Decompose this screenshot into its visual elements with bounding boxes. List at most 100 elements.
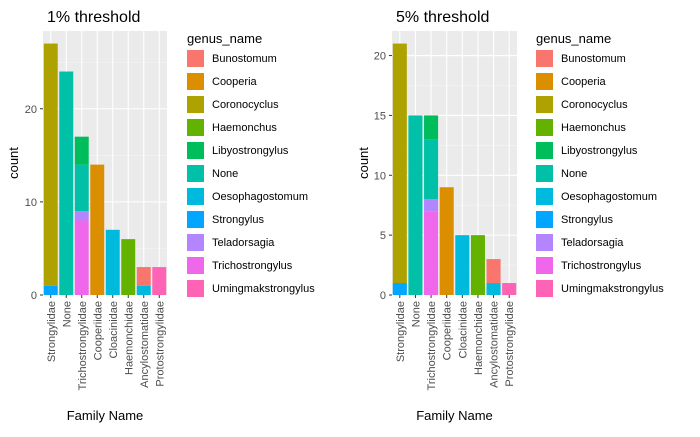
y-tick-label: 10: [374, 170, 386, 182]
x-tick-label: Strongylidae: [395, 301, 407, 362]
bar-trichostrongylidae-teladorsagia: [424, 199, 439, 212]
legend-label-oesophagostomum: Oesophagostomum: [561, 191, 657, 203]
legend-label-coronocyclus: Coronocyclus: [561, 99, 628, 111]
bar-ancylostomatidae-oesophagostomum: [136, 285, 151, 295]
legend-label-umingmakstrongylus: Umingmakstrongylus: [561, 283, 664, 295]
bar-trichostrongylidae-none: [74, 164, 89, 212]
legend-label-bunostomum: Bunostomum: [212, 53, 277, 65]
legend-key-teladorsagia: [187, 234, 204, 251]
y-axis-title: count: [356, 147, 371, 179]
legend-label-trichostrongylus: Trichostrongylus: [212, 260, 293, 272]
legend-key-coronocyclus: [187, 96, 204, 113]
legend-label-teladorsagia: Teladorsagia: [212, 237, 275, 249]
legend-label-libyostrongylus: Libyostrongylus: [212, 145, 289, 157]
x-tick-label: None: [61, 301, 73, 327]
x-tick-label: Strongylidae: [46, 301, 58, 362]
legend-label-oesophagostomum: Oesophagostomum: [212, 191, 308, 203]
x-tick-label: Haemonchidae: [473, 301, 485, 375]
legend-label-coronocyclus: Coronocyclus: [212, 99, 279, 111]
bar-ancylostomatidae-bunostomum: [486, 259, 501, 284]
legend-key-oesophagostomum: [187, 188, 204, 205]
bar-trichostrongylidae-trichostrongylus: [424, 211, 439, 295]
legend-title: genus_name: [536, 31, 611, 46]
y-axis-title: count: [6, 147, 21, 179]
x-tick-label: Haemonchidae: [123, 301, 135, 375]
x-tick-label: Trichostrongylidae: [426, 301, 438, 390]
bar-cloacinidae-oesophagostomum: [455, 235, 470, 295]
bar-strongylidae-strongylus: [43, 285, 58, 295]
bar-cooperiidae-cooperia: [439, 187, 454, 295]
legend-key-haemonchus: [536, 119, 553, 136]
legend-label-haemonchus: Haemonchus: [212, 122, 277, 134]
legend-key-cooperia: [187, 73, 204, 90]
legend-label-none: None: [212, 168, 238, 180]
legend-key-umingmakstrongylus: [536, 280, 553, 297]
legend-label-umingmakstrongylus: Umingmakstrongylus: [212, 283, 315, 295]
legend-key-oesophagostomum: [536, 188, 553, 205]
y-tick-label: 20: [374, 51, 386, 63]
legend-key-haemonchus: [187, 119, 204, 136]
legend-key-cooperia: [536, 73, 553, 90]
bar-protostrongylidae-umingmakstrongylus: [152, 267, 167, 295]
x-axis-title: Family Name: [416, 408, 493, 423]
legend-key-trichostrongylus: [187, 257, 204, 274]
legend-key-umingmakstrongylus: [187, 280, 204, 297]
x-tick-label: None: [410, 301, 422, 327]
x-axis-title: Family Name: [67, 408, 144, 423]
legend-label-bunostomum: Bunostomum: [561, 53, 626, 65]
legend-label-strongylus: Strongylus: [561, 214, 613, 226]
bar-none-none: [408, 115, 423, 295]
legend: genus_name Bunostomum Cooperia Coronocyclus…: [536, 31, 664, 297]
legend-key-bunostomum: [536, 50, 553, 67]
legend-label-cooperia: Cooperia: [212, 76, 258, 88]
legend-key-strongylus: [536, 211, 553, 228]
x-tick-label: Ancylostomatidae: [139, 301, 151, 388]
bar-protostrongylidae-umingmakstrongylus: [502, 283, 517, 295]
y-tick-label: 15: [374, 110, 386, 122]
bar-trichostrongylidae-none: [424, 139, 439, 200]
legend-label-teladorsagia: Teladorsagia: [561, 237, 624, 249]
x-tick-label: Cloacinidae: [108, 301, 120, 358]
legend-key-none: [187, 165, 204, 182]
legend-key-coronocyclus: [536, 96, 553, 113]
legend-key-bunostomum: [187, 50, 204, 67]
x-tick-label: Protostrongylidae: [154, 301, 166, 387]
x-tick-label: Cooperiidae: [92, 301, 104, 360]
legend-key-teladorsagia: [536, 234, 553, 251]
y-tick-label: 0: [380, 290, 386, 302]
bar-none-none: [59, 71, 74, 295]
bar-cloacinidae-oesophagostomum: [105, 229, 120, 295]
bar-trichostrongylidae-libyostrongylus: [424, 115, 439, 140]
legend-label-cooperia: Cooperia: [561, 76, 607, 88]
x-tick-label: Cloacinidae: [457, 301, 469, 358]
legend-label-libyostrongylus: Libyostrongylus: [561, 145, 638, 157]
y-tick-label: 5: [380, 230, 386, 242]
y-tick-label: 20: [25, 104, 37, 116]
bar-trichostrongylidae-trichostrongylus: [74, 220, 89, 295]
y-tick-label: 10: [25, 197, 37, 209]
legend-title: genus_name: [187, 31, 262, 46]
x-tick-label: Cooperiidae: [442, 301, 454, 360]
x-tick-label: Ancylostomatidae: [489, 301, 501, 388]
legend-label-trichostrongylus: Trichostrongylus: [561, 260, 642, 272]
bar-haemonchidae-haemonchus: [121, 239, 136, 295]
legend-label-none: None: [561, 168, 587, 180]
legend-key-strongylus: [187, 211, 204, 228]
bar-strongylidae-strongylus: [392, 283, 407, 295]
legend-key-libyostrongylus: [536, 142, 553, 159]
chart-title: 1% threshold: [47, 9, 140, 26]
x-tick-label: Protostrongylidae: [504, 301, 516, 387]
bar-haemonchidae-haemonchus: [470, 235, 485, 295]
bar-cooperiidae-cooperia: [90, 164, 105, 295]
legend-key-none: [536, 165, 553, 182]
legend-key-libyostrongylus: [187, 142, 204, 159]
legend-key-trichostrongylus: [536, 257, 553, 274]
bar-strongylidae-coronocyclus: [43, 43, 58, 286]
y-tick-label: 0: [31, 290, 37, 302]
chart-title: 5% threshold: [396, 9, 489, 26]
bar-strongylidae-coronocyclus: [392, 43, 407, 284]
bar-ancylostomatidae-bunostomum: [136, 267, 151, 286]
bar-trichostrongylidae-teladorsagia: [74, 211, 89, 221]
